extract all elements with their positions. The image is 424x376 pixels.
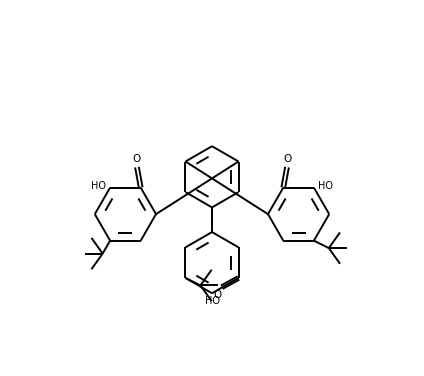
Text: HO: HO: [204, 296, 220, 306]
Text: O: O: [214, 290, 222, 300]
Text: HO: HO: [318, 181, 332, 191]
Text: O: O: [283, 154, 291, 164]
Text: O: O: [133, 154, 141, 164]
Text: HO: HO: [92, 181, 106, 191]
